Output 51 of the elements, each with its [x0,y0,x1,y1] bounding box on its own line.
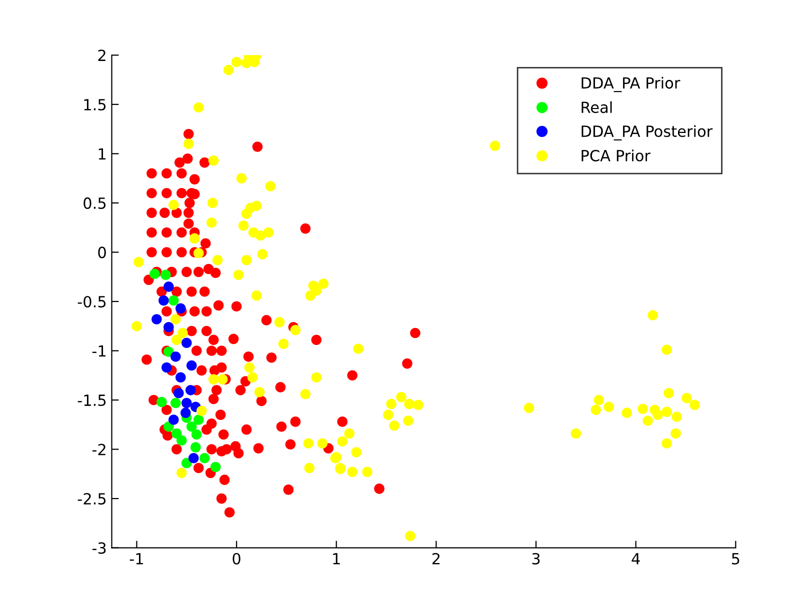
y-tick-label: 1 [98,148,106,160]
y-tick-label: -0.5 [78,296,106,308]
x-tick-label: 2 [432,552,440,564]
point [170,352,181,362]
y-tick-label: -3 [92,542,106,554]
point [185,385,196,396]
x-tick-label: -1 [130,553,143,564]
point [164,421,174,432]
x-tick-label: 4 [632,553,640,564]
point [188,453,199,464]
point [170,398,181,408]
point [176,435,187,446]
x-tick-label: 1 [333,553,340,564]
point [193,414,204,425]
point [191,429,202,440]
point [152,314,162,324]
x-tick-label: 3 [532,552,540,565]
legend-label: DDA_PA Prior [582,76,680,92]
point [156,396,167,408]
point [160,270,171,280]
point [186,360,197,371]
point [175,372,186,383]
y-tick-label: 0.5 [84,197,106,209]
point [190,442,201,452]
point [162,362,172,373]
point [180,408,191,418]
point [181,338,192,348]
point [173,388,184,398]
point [199,453,210,464]
point [164,322,174,332]
y-tick-label: -2 [92,444,106,456]
legend-label: DDA_PA Posterior [582,125,713,140]
y-tick-label: -1 [92,345,106,357]
y-tick-label: -2.5 [78,493,106,505]
point [168,414,179,425]
point [181,398,192,408]
x-tick-label: 5 [732,553,740,565]
legend-label: Real [582,101,612,114]
point [168,295,179,306]
point [158,295,169,306]
x-tick-label: 0 [232,552,240,565]
y-tick-label: -1.5 [78,394,106,406]
point [164,282,174,292]
point [171,428,182,439]
point [210,462,221,472]
y-tick-label: 2 [98,50,106,61]
point [186,421,197,432]
legend-label: PCA Prior [582,150,650,162]
y-tick-label: 1.5 [84,99,106,110]
point [175,303,186,314]
y-tick-label: 0 [98,246,106,258]
